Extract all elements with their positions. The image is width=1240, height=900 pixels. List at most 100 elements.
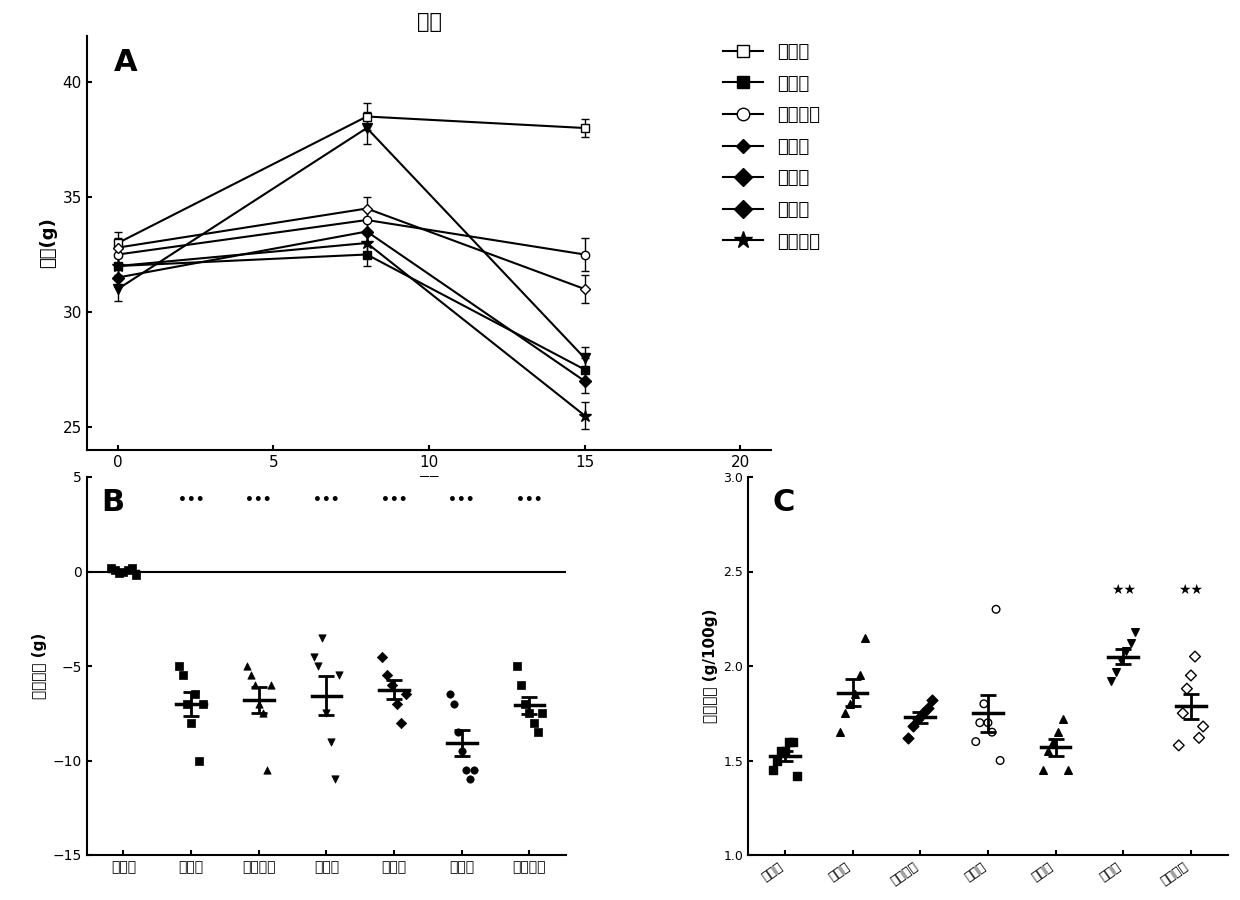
Point	[329, 668, 348, 683]
Point	[190, 753, 210, 768]
Point	[387, 697, 407, 711]
Point	[122, 561, 141, 575]
Point	[109, 566, 129, 580]
Point	[1048, 725, 1068, 740]
Point	[1111, 653, 1131, 668]
Point	[1033, 762, 1053, 777]
Point	[253, 706, 273, 720]
Point	[177, 697, 197, 711]
Text: C: C	[773, 489, 795, 518]
Point	[973, 697, 993, 711]
Point	[372, 650, 392, 664]
Point	[1193, 719, 1213, 733]
Point	[321, 734, 341, 749]
Point	[779, 734, 799, 749]
Point	[520, 706, 539, 720]
Legend: 对照组, 模型组, 氨磺汀组, 合剂组, 蜂蛹组, 蜂蜜组, 蜂王浆组: 对照组, 模型组, 氨磺汀组, 合剂组, 蜂蛹组, 蜂蜜组, 蜂王浆组	[715, 36, 827, 257]
Point	[309, 659, 329, 673]
Text: •••: •••	[449, 492, 475, 507]
Y-axis label: 体重变化 (g): 体重变化 (g)	[32, 633, 47, 699]
Point	[854, 630, 874, 644]
Point	[105, 562, 125, 577]
Point	[763, 762, 782, 777]
Y-axis label: 肾脏系数 (g/100g): 肾脏系数 (g/100g)	[703, 608, 718, 724]
Point	[1126, 625, 1146, 639]
Point	[244, 678, 264, 692]
Point	[392, 716, 412, 730]
Point	[193, 697, 213, 711]
Point	[1185, 650, 1205, 664]
Text: •••: •••	[177, 492, 205, 507]
Point	[257, 763, 277, 778]
Point	[181, 716, 201, 730]
Point	[397, 688, 417, 702]
Point	[382, 678, 402, 692]
Point	[304, 650, 324, 664]
Point	[849, 668, 869, 682]
Point	[1101, 674, 1121, 688]
Point	[262, 678, 281, 692]
Point	[1180, 668, 1200, 682]
Point	[1116, 644, 1136, 658]
Point	[451, 743, 471, 758]
Text: •••: •••	[381, 492, 408, 507]
Point	[1106, 664, 1126, 679]
Point	[1173, 706, 1193, 720]
Point	[325, 772, 345, 787]
Point	[118, 562, 138, 577]
Point	[986, 602, 1006, 616]
Point	[456, 763, 476, 778]
Point	[444, 697, 464, 711]
Text: B: B	[102, 489, 124, 518]
Point	[846, 688, 866, 702]
Point	[970, 716, 990, 730]
Point	[185, 688, 205, 702]
Text: •••: •••	[516, 492, 543, 507]
Point	[991, 753, 1011, 768]
Point	[316, 706, 336, 720]
Point	[516, 697, 536, 711]
Point	[775, 743, 795, 758]
Point	[918, 700, 937, 715]
Point	[249, 697, 269, 711]
Point	[312, 630, 332, 644]
Point	[237, 659, 257, 673]
Point	[787, 769, 807, 783]
Point	[841, 697, 861, 711]
Title: 体重: 体重	[417, 12, 441, 32]
Point	[174, 668, 193, 683]
Point	[771, 743, 791, 758]
Point	[766, 753, 786, 768]
Point	[1169, 738, 1189, 752]
Point	[1177, 681, 1197, 696]
Point	[913, 706, 932, 720]
Point	[1189, 731, 1209, 745]
Point	[169, 659, 188, 673]
Point	[377, 668, 397, 683]
Point	[1053, 712, 1073, 726]
Point	[464, 763, 484, 778]
Point	[511, 678, 531, 692]
Point	[1121, 636, 1141, 651]
Point	[836, 706, 856, 720]
Point	[898, 731, 918, 745]
Point	[982, 725, 1002, 740]
Text: ★★: ★★	[1178, 583, 1204, 598]
Point	[528, 725, 548, 740]
Point	[532, 706, 552, 720]
Point	[448, 725, 467, 740]
Point	[440, 688, 460, 702]
Text: A: A	[114, 49, 138, 77]
Y-axis label: 体重(g): 体重(g)	[38, 218, 57, 268]
Point	[831, 725, 851, 740]
Point	[241, 668, 260, 683]
Point	[966, 734, 986, 749]
Point	[903, 719, 923, 733]
Point	[460, 772, 480, 787]
Point	[1058, 762, 1078, 777]
Point	[125, 568, 145, 582]
Point	[1038, 743, 1058, 758]
Point	[978, 716, 998, 730]
Point	[908, 712, 928, 726]
Point	[523, 716, 543, 730]
